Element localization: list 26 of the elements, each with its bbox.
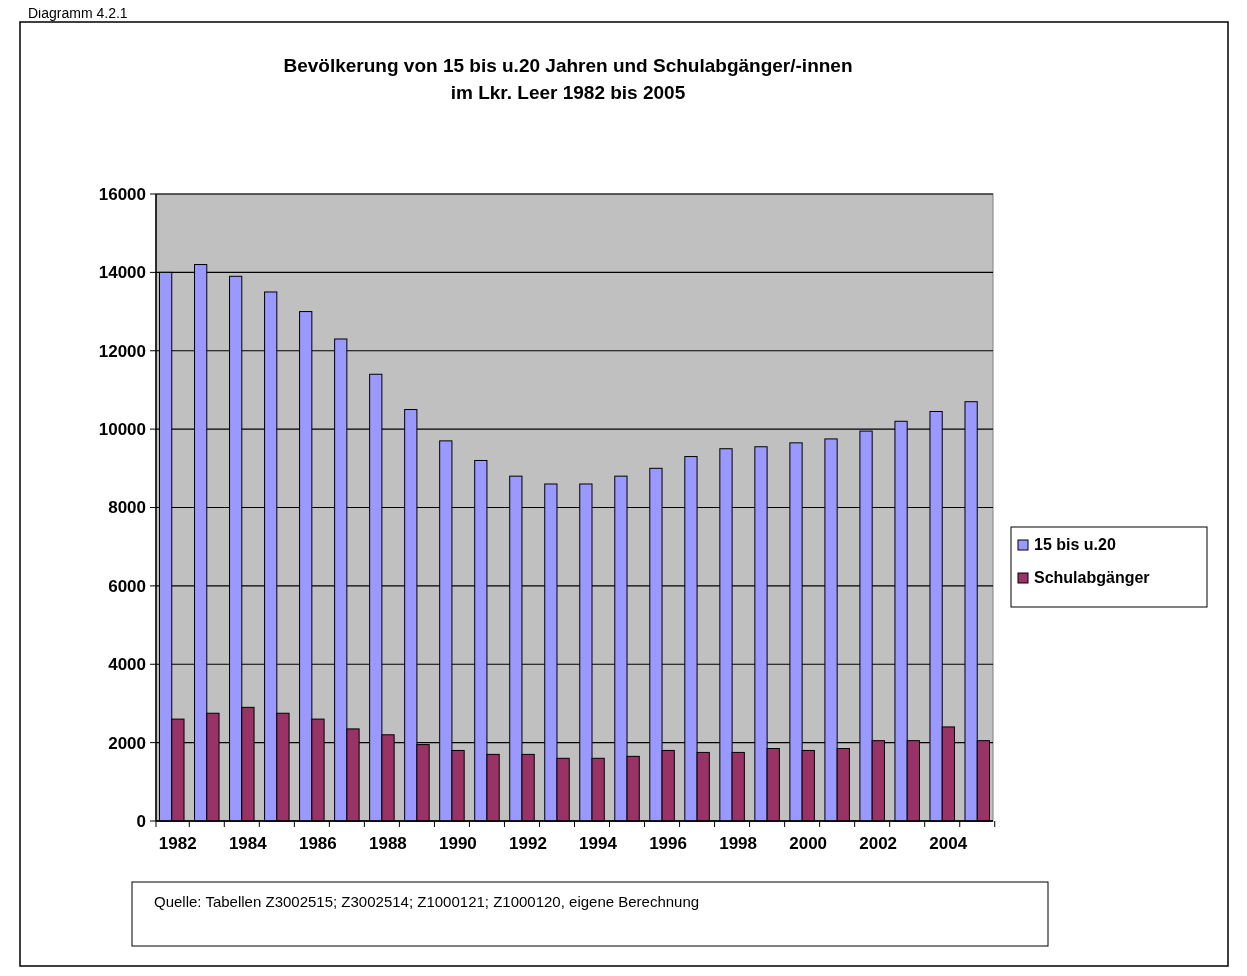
chart-title: Bevölkerung von 15 bis u.20 Jahren und Schulabgänger/-innen im Lkr. Leer 1982 bis 2005 xyxy=(283,55,853,103)
y-tick-label: 14000 xyxy=(98,263,146,283)
x-tick-label: 1986 xyxy=(298,834,337,853)
y-tick-label: 6000 xyxy=(108,576,146,596)
text: Diagramm 4.2.1 xyxy=(28,5,128,21)
x-tick-label: 1982 xyxy=(158,834,197,853)
x-tick-label: 1988 xyxy=(368,834,407,853)
y-tick-label: 16000 xyxy=(98,184,146,204)
x-tick-label: 1998 xyxy=(719,834,758,853)
y-tick-label: 0 xyxy=(136,811,146,831)
x-tick-label: 1994 xyxy=(579,834,618,853)
y-tick-label: 10000 xyxy=(98,420,146,440)
y-tick-label: 2000 xyxy=(108,733,146,753)
source-note: Quelle: Tabellen Z3002515; Z3002514; Z1000121; Z1000120, eigene Berechnung xyxy=(154,893,700,910)
y-tick-label: 12000 xyxy=(98,341,146,361)
x-tick-label: 2000 xyxy=(789,834,828,853)
x-tick-label: 1984 xyxy=(228,834,268,853)
x-tick-label: 1996 xyxy=(649,834,687,853)
legend-label: Schulabgänger xyxy=(1034,569,1150,586)
y-tick-label: 4000 xyxy=(108,655,146,675)
x-tick-label: 2004 xyxy=(929,834,968,853)
legend-label: 15 bis u.20 xyxy=(1034,536,1116,553)
x-tick-label: 2002 xyxy=(859,834,898,853)
y-tick-label: 8000 xyxy=(108,498,146,518)
x-tick-label: 1992 xyxy=(509,834,547,853)
x-tick-label: 1990 xyxy=(439,834,477,853)
